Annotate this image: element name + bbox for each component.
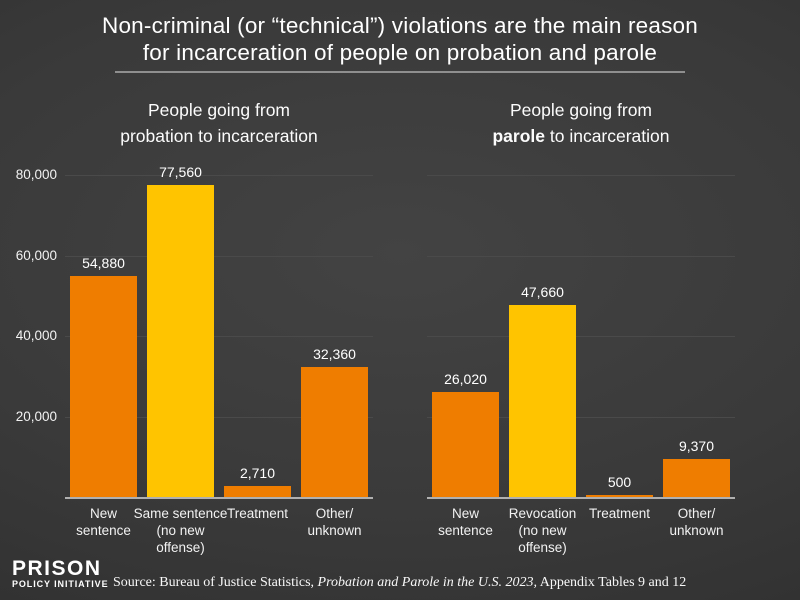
bar [663, 459, 730, 497]
source-prefix: Source: Bureau of Justice Statistics, [113, 575, 318, 590]
category-label: Other/unknown [307, 506, 362, 538]
x-axis-baseline [65, 497, 373, 499]
bar-value-label: 32,360 [313, 345, 356, 362]
bar [301, 366, 368, 497]
x-axis-baseline [427, 497, 735, 499]
gridline [65, 336, 373, 337]
page-title-line1: Non-criminal (or “technical”) violations… [102, 13, 698, 38]
gridline [65, 175, 373, 176]
y-axis-tick-label: 40,000 [15, 328, 57, 343]
bar [70, 276, 137, 497]
subtitle-parole-line1: People going from [509, 100, 653, 120]
bar [509, 305, 576, 497]
bar [147, 184, 214, 497]
category-label: New sentence [76, 506, 131, 538]
y-axis-tick-label: 80,000 [15, 167, 57, 182]
gridline [65, 416, 373, 418]
subtitle-parole-line2: parole to incarceration [427, 123, 735, 149]
footer: PRISON POLICY INITIATIVE Source: Bureau … [0, 555, 800, 600]
bar [224, 486, 291, 497]
bar-value-label: 9,370 [678, 438, 715, 455]
prison-policy-initiative-logo: PRISON POLICY INITIATIVE [12, 558, 108, 590]
category-label: Revocation (no new offense) [508, 506, 577, 555]
chart-parole: 26,020 New sentence 47,660 Revocation (no new… [427, 175, 735, 555]
gridline [427, 175, 735, 176]
bar-value-label: 47,660 [521, 284, 564, 301]
gridline [427, 336, 735, 337]
category-label: Treatment [226, 506, 289, 521]
gridline [427, 255, 735, 257]
bar [432, 392, 499, 497]
gridline [65, 255, 373, 257]
subtitle-probation-line1: People going from [147, 100, 291, 120]
bar-value-label: 54,880 [82, 255, 125, 272]
category-label: Same sentence (no new offense) [133, 506, 228, 555]
bar [586, 495, 653, 497]
page-title-line2: for incarceration of people on probation… [142, 40, 658, 65]
gridline [427, 416, 735, 418]
bar-value-label: 26,020 [444, 371, 487, 388]
category-label: Other/unknown [669, 506, 724, 538]
bar-value-label: 2,710 [239, 465, 276, 482]
title-underline [115, 71, 685, 73]
source-report-title: Probation and Parole in the U.S. 2023, [317, 575, 537, 590]
subtitle-probation: People going from probation to incarcera… [65, 97, 373, 149]
subtitle-parole: People going from parole to incarceratio… [427, 97, 735, 149]
logo-line2: POLICY INITIATIVE [12, 579, 109, 589]
page-title: Non-criminal (or “technical”) violations… [0, 12, 800, 66]
subtitle-rest: to incarceration [545, 126, 670, 146]
category-label: Treatment [588, 506, 651, 521]
bar-value-label: 77,560 [159, 163, 202, 180]
logo-line1: PRISON [12, 557, 102, 580]
source-citation: Source: Bureau of Justice Statistics, Pr… [113, 575, 686, 591]
category-label: New sentence [438, 506, 493, 538]
y-axis-tick-label: 20,000 [15, 408, 57, 424]
bar-value-label: 500 [607, 474, 632, 490]
chart-probation: 20,000 40,000 60,000 80,000 54,880 New sentenc… [16, 164, 373, 555]
source-suffix: Appendix Tables 9 and 12 [536, 575, 687, 590]
subtitle-probation-line2: probation to incarceration [65, 123, 373, 149]
subtitle-rest: probation to incarceration [120, 126, 318, 146]
subtitle-bold-word: parole [492, 126, 545, 146]
y-axis-tick-label: 60,000 [15, 247, 57, 263]
